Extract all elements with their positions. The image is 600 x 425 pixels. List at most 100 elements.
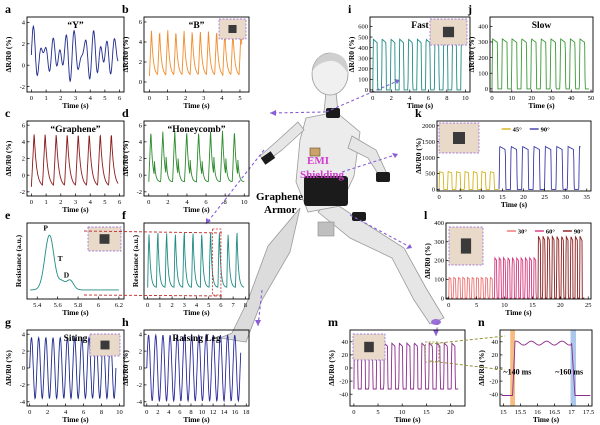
legend-label: 60° [546,229,556,236]
y-axis-label: ΔR/R0 (%) [467,36,476,72]
y-tick-label: -2 [137,189,142,196]
series-line-1 [30,134,119,187]
legend-label: 30° [518,229,528,236]
x-tick-label: 20 [520,194,527,201]
x-tick-label: 5 [459,194,462,201]
x-tick-label: 8 [189,409,192,416]
x-tick-label: 1 [44,199,47,206]
panel-label: k [415,106,422,120]
x-axis-label: Time (s) [394,415,421,424]
sensor-patch-icon [100,340,110,350]
x-tick-label: 15 [529,302,536,309]
y-tick-label: 0 [139,365,142,372]
panel-label: h [122,315,129,329]
sensor-patch-icon [453,132,465,144]
x-tick-label: 30 [548,95,555,102]
x-tick-label: 5 [238,95,241,102]
shaded-region [510,330,515,406]
y-tick-label: 300 [478,39,488,46]
x-tick-label: 30 [562,194,569,201]
x-tick-label: 18 [243,409,250,416]
x-tick-label: 5 [103,95,106,102]
y-tick-label: 0 [432,187,435,194]
panel-label: f [122,208,127,222]
panel-title: Fast [411,21,429,31]
y-tick-label: 1000 [422,155,435,162]
x-tick-label: 15 [499,194,506,201]
plot-frame [26,222,125,300]
x-tick-label: 0 [148,95,151,102]
y-axis-label: ΔR/R0 (%) [4,350,13,386]
y-tick-label: 400 [434,220,444,227]
x-tick-label: 0 [30,199,33,206]
sensor-patch-icon [228,25,237,33]
panel-label: n [478,315,485,329]
x-tick-label: 16 [534,409,541,416]
x-tick-label: 15.5 [515,409,526,416]
x-tick-label: 2 [184,95,187,102]
y-tick-label: 0 [22,365,25,372]
x-tick-label: 6 [82,409,86,416]
x-tick-label: 6 [118,199,122,206]
plot-frame [436,120,592,192]
runner-illustration [218,52,445,343]
guide-arrowheads [206,79,439,336]
y-tick-label: 2 [22,41,25,48]
x-tick-label: 4 [89,199,93,206]
y-tick-label: -4 [137,399,143,406]
series-line-1 [30,234,119,291]
x-tick-label: 3 [183,302,186,309]
series-line-1 [372,38,463,91]
y-axis-label: ΔR/R0 (%) [4,36,13,72]
panel-f: 0 1 2 3 4 5 6 7 8 Time (s) Resistance (a.u.) f [122,208,250,317]
x-tick-label: 10 [199,409,206,416]
x-tick-label: 2 [166,199,169,206]
y-tick-label: -40 [339,391,348,398]
y-tick-label: 500 [425,171,435,178]
panel-m: 0 5 10 15 20 -40 -20 0 20 40 Time (s) ΔR/R0 (%) m [327,315,466,424]
y-tick-label: -20 [489,378,498,385]
x-axis-label: Time (s) [533,415,560,424]
x-tick-label: 0 [146,302,149,309]
x-tick-label: 10 [478,194,485,201]
panel-j: 0 10 20 30 40 50 0 100 200 300 400 Time (s) ΔR/R0 (%… [467,2,594,110]
sensor-patch-icon [364,341,374,353]
panel-label: g [5,315,11,329]
x-tick-label: 7 [232,302,236,309]
x-axis-label: Time (s) [528,101,555,110]
panel-title: Raising Leg [172,334,221,344]
x-tick-label: 2 [156,409,159,416]
x-tick-label: 6 [97,302,101,309]
series-line-2 [498,145,581,190]
y-axis-label: ΔR/R0 (%) [414,138,423,174]
y-tick-label: 0 [441,295,444,302]
x-tick-label: 35 [584,194,591,201]
x-tick-label: 17.5 [583,409,594,416]
rise-time-label: ~140 ms [503,368,531,377]
y-tick-label: 4 [22,20,26,27]
x-tick-label: 4 [167,409,171,416]
legend-label: 45° [513,127,523,134]
x-tick-label: 0 [437,194,440,201]
x-axis-label: Time (s) [183,308,210,317]
x-tick-label: 0 [490,95,493,102]
x-tick-label: 0 [447,302,450,309]
y-tick-label: 20 [492,352,499,359]
y-tick-label: 4 [139,331,143,338]
x-axis-label: Time (s) [183,415,210,424]
x-tick-label: 0 [145,409,148,416]
y-tick-label: 300 [358,55,368,62]
panel-title: Siting [64,334,88,344]
x-tick-label: 2 [59,199,62,206]
x-tick-label: 1 [44,95,47,102]
panel-e: 5.4 5.6 5.8 6 6.2 Time (s) Resistance (a.u.) e P… [5,208,125,317]
x-tick-label: 15 [423,409,430,416]
x-tick-label: 4 [195,302,199,309]
panel-title: “Honeycomb” [167,124,225,135]
series-line-1 [438,170,499,190]
x-tick-label: 2 [390,95,393,102]
y-tick-label: 2000 [422,123,435,130]
